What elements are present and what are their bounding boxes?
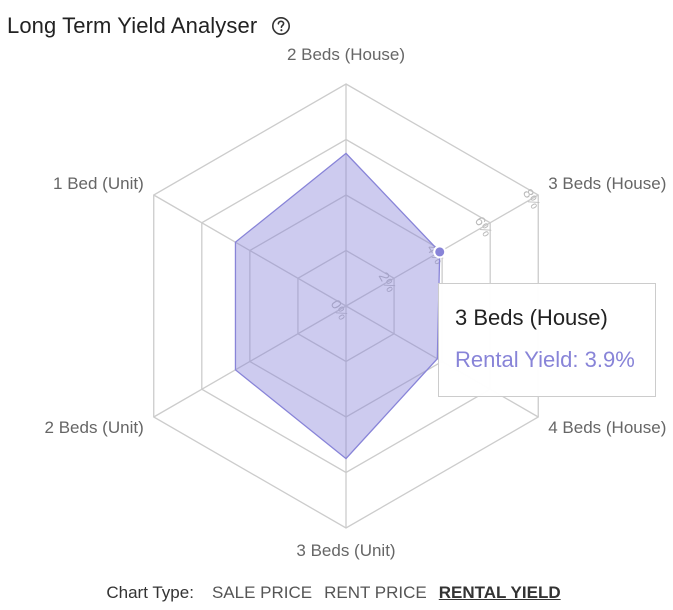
chart-type-selector: Chart Type: SALE PRICE RENT PRICE RENTAL… [0,583,673,603]
question-circle-icon[interactable] [271,16,291,36]
chart-type-label: Chart Type: [106,583,194,602]
radar-tick-label: 8% [520,186,544,212]
radar-axis-label: 4 Beds (House) [548,418,666,437]
radar-tick-label: 6% [472,214,496,240]
radar-spoke [153,194,347,307]
radar-axis-label: 3 Beds (Unit) [296,541,395,560]
radar-spoke [153,305,347,418]
radar-active-dot [433,245,447,259]
radar-axis-label: 2 Beds (House) [287,45,405,64]
chart-type-rental-yield[interactable]: RENTAL YIELD [438,583,561,602]
radar-axis-label: 2 Beds (Unit) [45,418,144,437]
radar-chart: 0%2%4%6%8%2 Beds (House)3 Beds (House)4 … [45,45,667,560]
tooltip-title: 3 Beds (House) [455,305,608,330]
header: Long Term Yield Analyser [7,10,291,42]
chart-type-rent-price[interactable]: RENT PRICE [324,583,427,602]
radar-chart-svg: 0%2%4%6%8%2 Beds (House)3 Beds (House)4 … [45,45,667,560]
tooltip-value: Rental Yield: 3.9% [455,347,635,372]
radar-axis-label: 1 Bed (Unit) [53,174,144,193]
chart-tooltip: 3 Beds (House) Rental Yield: 3.9% [438,283,656,397]
radar-series-area [234,152,441,460]
chart-type-sale-price[interactable]: SALE PRICE [211,583,313,602]
radar-axis-label: 3 Beds (House) [548,174,666,193]
page-title: Long Term Yield Analyser [7,13,258,38]
